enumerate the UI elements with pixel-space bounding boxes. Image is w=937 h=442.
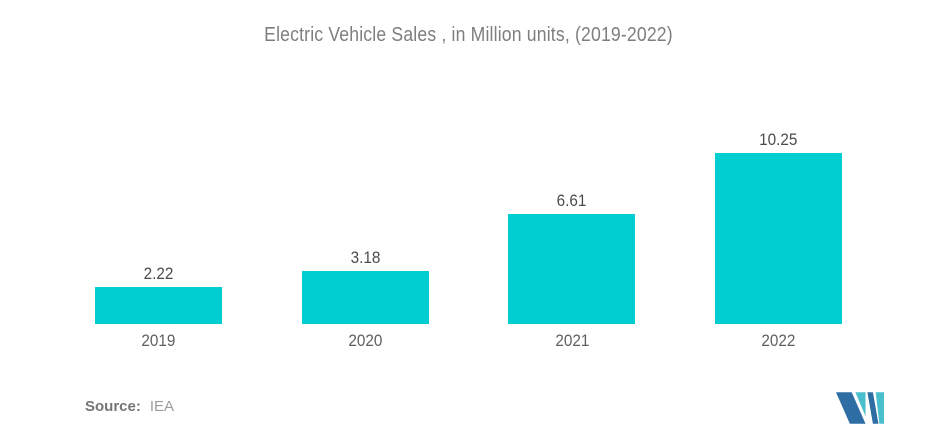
- logo-right-bar: [875, 392, 884, 424]
- bar-value-label: 3.18: [350, 248, 381, 267]
- source-value: IEA: [149, 398, 175, 415]
- bar-2020: [301, 271, 429, 324]
- bar-group-2020: 3.18: [262, 248, 469, 324]
- bar-value-label: 6.61: [556, 191, 587, 210]
- plot-area: 2.22 3.18 6.61 10.25: [55, 130, 882, 324]
- category-label-2019: 2019: [141, 331, 176, 350]
- source-label: Source:: [85, 398, 141, 415]
- chart-title: Electric Vehicle Sales , in Million unit…: [264, 24, 673, 46]
- logo-middle-triangle: [855, 392, 866, 417]
- category-label-2022: 2022: [761, 331, 796, 350]
- mordor-intelligence-logo-mark: [836, 392, 884, 424]
- logo-left-diagonal: [836, 392, 866, 424]
- category-label-2021: 2021: [554, 331, 589, 350]
- bar-group-2019: 2.22: [55, 264, 262, 324]
- source-line: Source: IEA: [85, 398, 174, 416]
- mordor-intelligence-logo: [836, 392, 884, 424]
- bar-value-label: 2.22: [143, 264, 174, 283]
- bar-group-2021: 6.61: [469, 191, 676, 324]
- bar-2022: [715, 153, 843, 324]
- category-axis: 2019 2020 2021 2022: [55, 331, 882, 351]
- bar-2019: [94, 287, 222, 324]
- category-label-2020: 2020: [348, 331, 383, 350]
- bar-2021: [508, 214, 636, 324]
- bar-value-label: 10.25: [759, 130, 798, 149]
- logo-right-diagonal: [867, 392, 879, 424]
- bar-group-2022: 10.25: [675, 130, 882, 324]
